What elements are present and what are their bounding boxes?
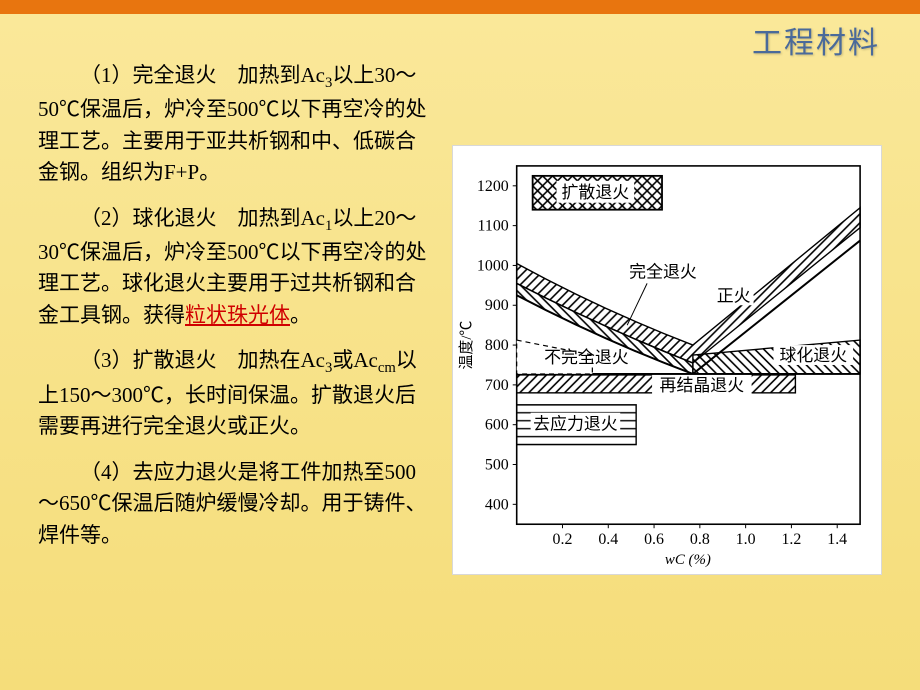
svg-text:1200: 1200 bbox=[477, 178, 509, 195]
paragraph-2: （2）球化退火 加热到Ac1以上20～30℃保温后，炉冷至500℃以下再空冷的处… bbox=[38, 203, 428, 332]
p2-text-c: 。 bbox=[290, 303, 311, 327]
label-normalize: 正火 bbox=[717, 286, 751, 305]
svg-text:0.4: 0.4 bbox=[598, 531, 618, 548]
presentation-accent-bar bbox=[0, 0, 920, 14]
svg-text:600: 600 bbox=[485, 417, 509, 434]
paragraph-1: （1）完全退火 加热到Ac3以上30～50℃保温后，炉冷至500℃以下再空冷的处… bbox=[38, 60, 428, 189]
svg-text:700: 700 bbox=[485, 377, 509, 394]
p3-sub2: cm bbox=[378, 361, 396, 377]
label-diffusion: 扩散退火 bbox=[562, 183, 630, 202]
x-axis-label: wC (%) bbox=[665, 552, 711, 568]
label-recryst: 再结晶退火 bbox=[660, 376, 745, 395]
y-axis-label: 温度/℃ bbox=[458, 321, 475, 370]
paragraph-3: （3）扩散退火 加热在Ac3或Accm以上150～300℃，长时间保温。扩散退火… bbox=[38, 345, 428, 442]
svg-text:1.4: 1.4 bbox=[827, 531, 847, 548]
svg-text:900: 900 bbox=[485, 297, 509, 314]
p4-text: （4）去应力退火是将工件加热至500～650℃保温后随炉缓慢冷却。用于铸件、焊件… bbox=[38, 460, 427, 547]
p2-highlight: 粒状珠光体 bbox=[185, 303, 290, 327]
p1-text-a: （1）完全退火 加热到Ac bbox=[80, 63, 325, 87]
slide-header-title: 工程材料 bbox=[752, 18, 880, 62]
paragraph-4: （4）去应力退火是将工件加热至500～650℃保温后随炉缓慢冷却。用于铸件、焊件… bbox=[38, 457, 428, 552]
svg-text:1100: 1100 bbox=[478, 218, 509, 235]
label-stress: 去应力退火 bbox=[533, 415, 618, 434]
p3-text-a: （3）扩散退火 加热在Ac bbox=[80, 348, 325, 372]
svg-text:0.2: 0.2 bbox=[553, 531, 573, 548]
label-spheroid: 球化退火 bbox=[779, 346, 847, 365]
label-incomplete: 不完全退火 bbox=[544, 348, 629, 367]
svg-text:500: 500 bbox=[485, 456, 509, 473]
svg-text:0.8: 0.8 bbox=[690, 531, 710, 548]
p2-text-a: （2）球化退火 加热到Ac bbox=[80, 206, 325, 230]
svg-text:400: 400 bbox=[485, 496, 509, 513]
annealing-phase-diagram: 400 500 600 700 800 900 1000 1100 1200 0… bbox=[452, 145, 882, 575]
y-axis-ticks: 400 500 600 700 800 900 1000 1100 1200 bbox=[477, 178, 517, 514]
text-content: （1）完全退火 加热到Ac3以上30～50℃保温后，炉冷至500℃以下再空冷的处… bbox=[38, 60, 428, 565]
label-complete: 完全退火 bbox=[629, 262, 697, 281]
x-axis-ticks: 0.2 0.4 0.6 0.8 1.0 1.2 1.4 bbox=[553, 524, 848, 548]
svg-text:1.0: 1.0 bbox=[736, 531, 756, 548]
svg-text:800: 800 bbox=[485, 337, 509, 354]
svg-text:1.2: 1.2 bbox=[781, 531, 801, 548]
p3-text-b: 或Ac bbox=[332, 348, 378, 372]
svg-text:1000: 1000 bbox=[477, 257, 509, 274]
svg-text:0.6: 0.6 bbox=[644, 531, 664, 548]
